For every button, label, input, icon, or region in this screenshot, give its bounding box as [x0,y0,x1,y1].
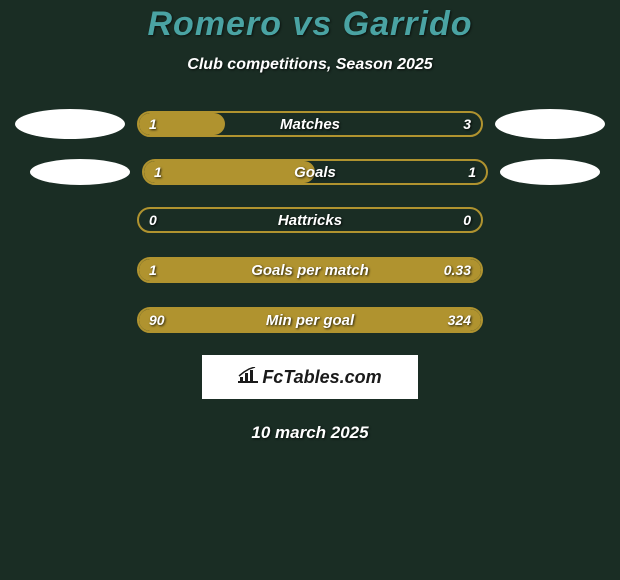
stat-bar-hattricks: 0 Hattricks 0 [137,207,483,233]
page-title: Romero vs Garrido [0,5,620,44]
stat-row: 90 Min per goal 324 [10,305,610,335]
stat-right-value: 1 [468,161,476,183]
brand-logo: FcTables.com [238,367,381,388]
stat-bar-gpm: 1 Goals per match 0.33 [137,257,483,283]
comparison-card: Romero vs Garrido Club competitions, Sea… [0,0,620,443]
stat-label: Min per goal [139,309,481,331]
subtitle: Club competitions, Season 2025 [0,56,620,74]
stat-label: Goals [144,161,486,183]
stat-row: 1 Goals 1 [10,159,610,185]
spacer [15,305,125,335]
stat-label: Goals per match [139,259,481,281]
spacer [495,305,605,335]
player-left-badge [15,109,125,139]
date-label: 10 march 2025 [0,423,620,443]
brand-text: FcTables.com [262,367,381,388]
stat-right-value: 0.33 [444,259,471,281]
stat-label: Matches [139,113,481,135]
brand-logo-box: FcTables.com [202,355,418,399]
stat-right-value: 0 [463,209,471,231]
chart-icon [238,367,258,388]
spacer [15,205,125,235]
stat-row: 0 Hattricks 0 [10,205,610,235]
spacer [495,205,605,235]
stat-bar-matches: 1 Matches 3 [137,111,483,137]
stat-row: 1 Goals per match 0.33 [10,255,610,285]
spacer [495,255,605,285]
player-right-badge [495,109,605,139]
stat-right-value: 3 [463,113,471,135]
spacer [15,255,125,285]
player-right-badge-2 [500,159,600,185]
stat-bar-mpg: 90 Min per goal 324 [137,307,483,333]
stat-label: Hattricks [139,209,481,231]
player-left-badge-2 [30,159,130,185]
stat-right-value: 324 [448,309,471,331]
stats-area: 1 Matches 3 1 Goals 1 0 Hattri [0,109,620,335]
stat-row: 1 Matches 3 [10,109,610,139]
stat-bar-goals: 1 Goals 1 [142,159,488,185]
